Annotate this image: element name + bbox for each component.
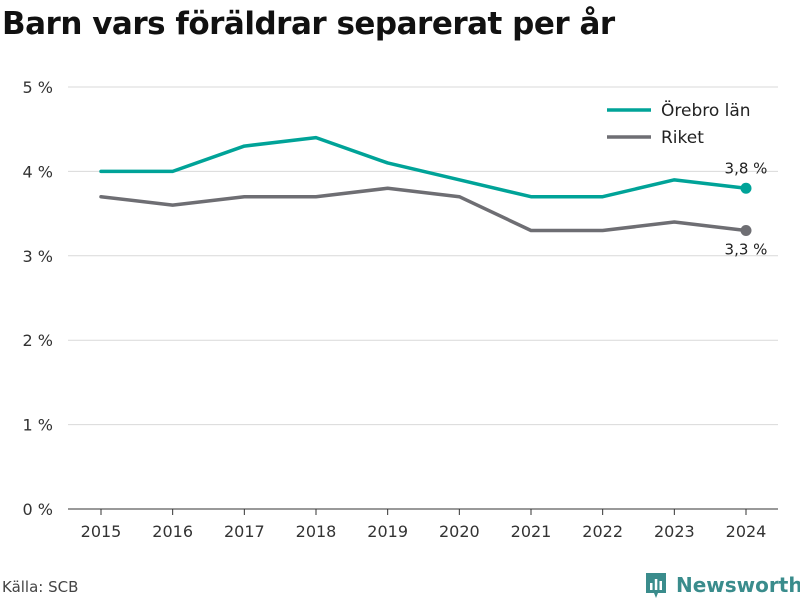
x-tick-label: 2016 xyxy=(152,522,193,541)
x-tick-label: 2023 xyxy=(654,522,695,541)
x-tick-label: 2020 xyxy=(439,522,480,541)
legend-label: Örebro län xyxy=(661,99,751,121)
end-point-marker xyxy=(740,182,752,194)
series-lines xyxy=(99,135,752,236)
y-tick-label: 4 % xyxy=(23,162,53,181)
end-value-label: 3,3 % xyxy=(725,240,768,258)
source-note: Källa: SCB xyxy=(2,578,79,596)
series-line-riket xyxy=(99,186,748,233)
series-line-orebro xyxy=(99,135,748,199)
x-tick-label: 2017 xyxy=(224,522,265,541)
legend-label: Riket xyxy=(661,128,704,148)
x-tick-label: 2019 xyxy=(367,522,408,541)
y-tick-label: 1 % xyxy=(23,416,53,435)
y-tick-label: 2 % xyxy=(23,331,53,350)
y-tick-label: 5 % xyxy=(23,78,53,97)
x-tick-label: 2021 xyxy=(511,522,552,541)
end-point-marker xyxy=(740,224,752,236)
x-tick-label: 2018 xyxy=(296,522,337,541)
x-tick-label: 2022 xyxy=(582,522,623,541)
chart-title: Barn vars föräldrar separerat per år xyxy=(2,6,615,42)
y-tick-label: 3 % xyxy=(23,247,53,266)
bar-chart-logo-icon xyxy=(646,573,666,598)
brand-name: Newsworthy xyxy=(676,573,800,597)
y-tick-label: 0 % xyxy=(23,500,53,519)
brand-logo: Newsworthy xyxy=(644,570,800,600)
end-value-label: 3,8 % xyxy=(725,159,768,177)
end-labels: 3,8 % 3,3 % xyxy=(725,159,768,258)
x-tick-label: 2024 xyxy=(726,522,767,541)
x-axis: 2015 2016 2017 2018 2019 2020 2021 2022 2023 2024 xyxy=(68,508,778,541)
y-axis-ticks: 0 % 1 % 2 % 3 % 4 % 5 % xyxy=(23,78,53,519)
x-tick-label: 2015 xyxy=(81,522,122,541)
legend: Örebro län Riket xyxy=(607,99,751,148)
